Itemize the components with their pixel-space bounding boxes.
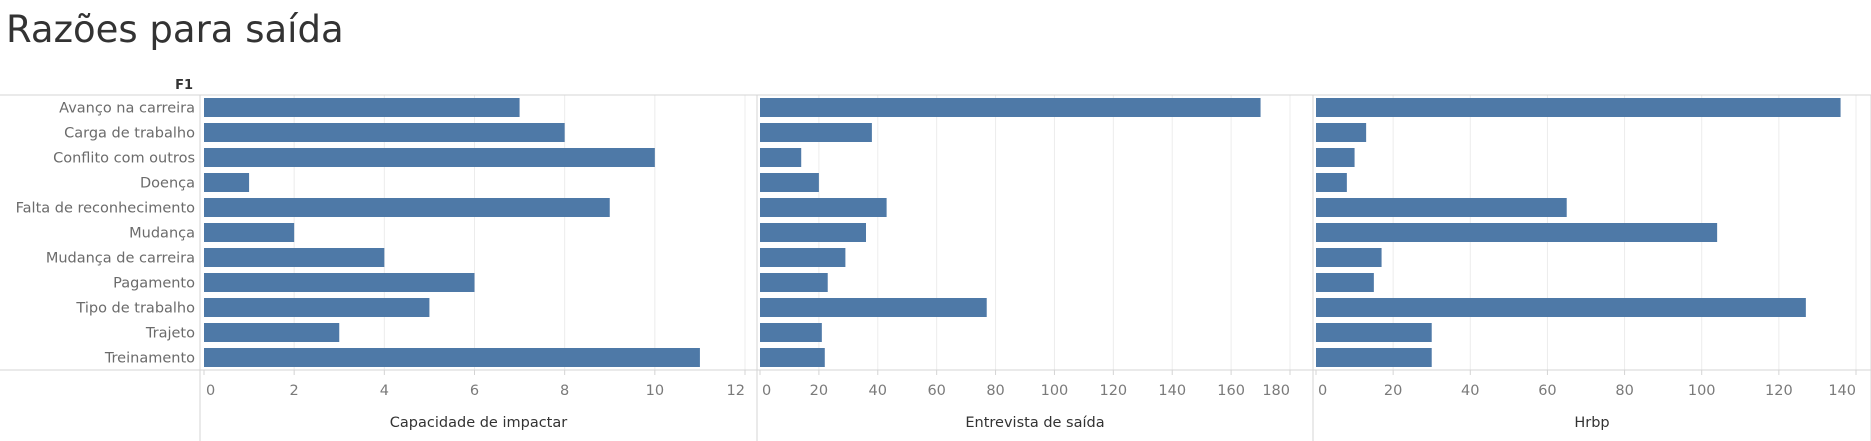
category-label: Tipo de trabalho xyxy=(75,301,195,317)
tick-label: 2 xyxy=(290,383,299,399)
bar xyxy=(760,273,828,292)
bar xyxy=(204,323,340,342)
tick-label: 60 xyxy=(1538,383,1556,399)
bar xyxy=(1316,98,1841,117)
category-label: Pagamento xyxy=(113,276,195,292)
bar xyxy=(204,223,295,242)
bar xyxy=(1316,123,1367,142)
tick-label: 10 xyxy=(646,383,664,399)
bar xyxy=(204,298,430,317)
bar xyxy=(204,348,700,367)
bar xyxy=(760,123,872,142)
tick-label: 40 xyxy=(869,383,887,399)
page-title: Razões para saída xyxy=(6,8,344,51)
bar xyxy=(204,248,385,267)
tick-label: 20 xyxy=(1384,383,1402,399)
bar xyxy=(1316,298,1806,317)
bar xyxy=(1316,198,1567,217)
row-header: F1 xyxy=(175,78,193,93)
tick-label: 40 xyxy=(1461,383,1479,399)
bar xyxy=(1316,173,1347,192)
bar xyxy=(204,148,655,167)
tick-label: 120 xyxy=(1099,383,1127,399)
tick-label: 0 xyxy=(206,383,215,399)
tick-label: 60 xyxy=(927,383,945,399)
tick-label: 12 xyxy=(727,383,745,399)
category-label: Carga de trabalho xyxy=(64,126,195,142)
category-label: Trajeto xyxy=(145,326,195,342)
bar xyxy=(1316,323,1432,342)
tick-label: 0 xyxy=(762,383,771,399)
bar xyxy=(1316,223,1718,242)
category-label: Conflito com outros xyxy=(53,151,195,167)
bar xyxy=(1316,273,1374,292)
tick-label: 4 xyxy=(380,383,389,399)
panel-axis-title: Hrbp xyxy=(1574,415,1609,431)
bar xyxy=(204,123,565,142)
tick-label: 160 xyxy=(1217,383,1245,399)
bar xyxy=(760,223,866,242)
bar xyxy=(204,273,475,292)
category-label: Doença xyxy=(140,176,195,192)
tick-label: 140 xyxy=(1158,383,1186,399)
bar xyxy=(1316,248,1382,267)
tick-label: 8 xyxy=(560,383,569,399)
category-label: Mudança xyxy=(129,226,195,242)
tick-label: 100 xyxy=(1041,383,1069,399)
category-label: Falta de reconhecimento xyxy=(16,201,195,217)
category-label: Treinamento xyxy=(104,351,195,367)
tick-label: 120 xyxy=(1765,383,1793,399)
tick-label: 140 xyxy=(1828,383,1856,399)
bar xyxy=(204,198,610,217)
tick-label: 0 xyxy=(1318,383,1327,399)
panel-axis-title: Capacidade de impactar xyxy=(390,415,567,431)
tick-label: 80 xyxy=(1615,383,1633,399)
bar xyxy=(760,323,822,342)
bar xyxy=(1316,348,1432,367)
bar xyxy=(204,98,520,117)
tick-label: 180 xyxy=(1262,383,1290,399)
bar xyxy=(760,98,1261,117)
tick-label: 6 xyxy=(470,383,479,399)
tick-label: 100 xyxy=(1688,383,1716,399)
panel-axis-title: Entrevista de saída xyxy=(965,415,1104,431)
tick-label: 80 xyxy=(986,383,1004,399)
bar xyxy=(760,248,846,267)
bar xyxy=(1316,148,1355,167)
bar xyxy=(760,148,802,167)
tick-label: 20 xyxy=(810,383,828,399)
bar xyxy=(760,298,987,317)
bar xyxy=(760,348,825,367)
bar xyxy=(760,173,819,192)
bar xyxy=(204,173,250,192)
category-label: Avanço na carreira xyxy=(59,101,195,117)
category-label: Mudança de carreira xyxy=(46,251,195,267)
bar xyxy=(760,198,887,217)
